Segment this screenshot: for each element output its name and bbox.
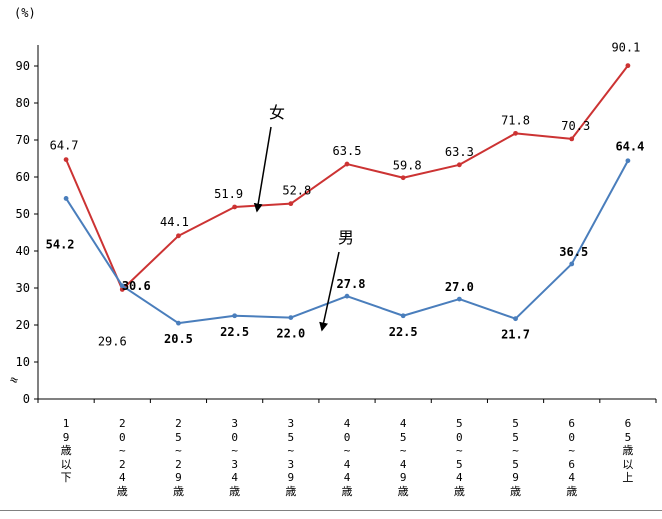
series-marker xyxy=(344,161,350,167)
y-tick-label: 70 xyxy=(16,133,30,147)
data-label: 44.1 xyxy=(160,215,189,229)
series-marker xyxy=(513,316,518,322)
data-label: 20.5 xyxy=(164,332,193,346)
data-label: 64.7 xyxy=(50,139,79,153)
data-label: 63.3 xyxy=(445,145,474,159)
series-marker xyxy=(63,196,69,201)
series-marker xyxy=(176,320,181,326)
x-axis-label: 6 0 ~6 4 歳 xyxy=(566,417,578,498)
series-marker xyxy=(288,201,294,207)
x-axis-label: 5 5 ~5 9 歳 xyxy=(510,417,522,498)
y-tick-label: 90 xyxy=(16,59,30,73)
series-marker xyxy=(232,313,238,319)
x-axis-label: 4 5 ~4 9 歳 xyxy=(397,417,409,498)
data-label: 59.8 xyxy=(393,159,422,173)
x-axis-label: 3 0 ~3 4 歳 xyxy=(229,417,241,498)
data-label: 27.8 xyxy=(337,277,366,291)
series-marker xyxy=(63,157,69,163)
x-axis-labels: 1 9 歳以下 2 0 ~2 4 歳 2 5 ~2 9 歳 3 0 ~3 4 歳 3 5 ~3 9 歳 4 0 ~4 4 歳 4 5 ~4 9… xyxy=(0,417,662,515)
data-label: 52.8 xyxy=(282,184,311,198)
series-marker xyxy=(400,175,406,181)
y-axis-break-icon: ≈ xyxy=(8,372,20,389)
y-tick-label: 0 xyxy=(23,392,30,406)
series-marker xyxy=(569,136,575,142)
data-label: 64.4 xyxy=(615,140,644,154)
data-label: 71.8 xyxy=(501,113,530,127)
series-marker xyxy=(513,130,518,136)
y-axis-unit-label: (%) xyxy=(14,6,36,20)
data-label: 63.5 xyxy=(333,144,362,158)
y-tick-label: 40 xyxy=(16,244,30,258)
annotation-arrow xyxy=(253,126,272,213)
x-axis-label: 3 5 ~3 9 歳 xyxy=(285,417,297,498)
data-label: 21.7 xyxy=(501,328,530,342)
data-label: 90.1 xyxy=(611,41,640,55)
chart-bottom-border xyxy=(0,510,662,511)
data-label: 36.5 xyxy=(559,245,588,259)
x-axis-label: 2 5 ~2 9 歳 xyxy=(172,417,184,498)
data-label: 70.3 xyxy=(561,119,590,133)
data-label: 29.6 xyxy=(98,334,127,348)
x-axis-label: 2 0 ~2 4 歳 xyxy=(116,417,128,498)
series-marker xyxy=(625,158,631,164)
series-marker xyxy=(344,293,350,299)
annotation-label: 男 xyxy=(338,230,354,247)
x-axis-label: 4 0 ~4 4 歳 xyxy=(341,417,353,498)
data-label: 54.2 xyxy=(46,237,75,251)
series-marker xyxy=(625,63,631,69)
series-line-女 xyxy=(65,65,629,291)
data-label: 30.6 xyxy=(122,279,151,293)
data-label: 22.5 xyxy=(220,325,249,339)
x-axis-label: 5 0 ~5 4 歳 xyxy=(453,417,465,498)
series-marker xyxy=(400,313,406,319)
data-label: 22.5 xyxy=(389,325,418,339)
y-tick-label: 50 xyxy=(16,207,30,221)
y-tick-label: 10 xyxy=(16,355,30,369)
data-label: 22.0 xyxy=(276,327,305,341)
series-marker xyxy=(176,233,181,239)
series-marker xyxy=(569,261,575,267)
series-marker xyxy=(288,315,294,320)
series-marker xyxy=(119,283,125,289)
chart-canvas: 0 10 20 30 40 50 60 70 80 90 ≈64.7 29.6 44.1 51.9 52.8… xyxy=(8,41,657,406)
y-tick-label: 20 xyxy=(16,318,30,332)
y-tick-label: 80 xyxy=(16,96,30,110)
series-marker xyxy=(456,162,462,168)
data-label: 27.0 xyxy=(445,280,474,294)
series-marker xyxy=(456,296,462,302)
y-tick-label: 30 xyxy=(16,281,30,295)
data-label: 51.9 xyxy=(214,187,243,201)
y-tick-label: 60 xyxy=(16,170,30,184)
series-marker xyxy=(119,287,125,292)
series-marker xyxy=(232,204,238,210)
annotation-arrow xyxy=(319,251,340,332)
annotation-label: 女 xyxy=(269,103,285,122)
